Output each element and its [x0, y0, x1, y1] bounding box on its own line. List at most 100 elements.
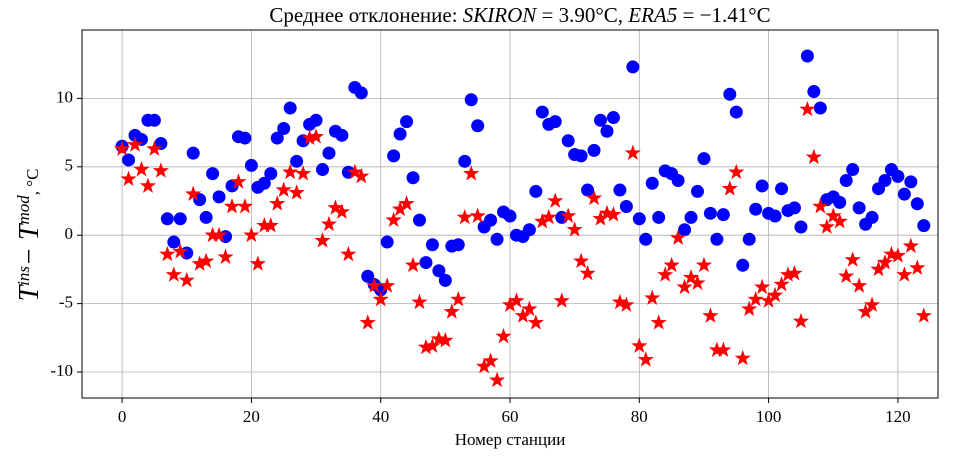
circle-point — [529, 184, 543, 198]
star-point — [566, 221, 583, 237]
y-axis-label: Tins− Tmod, °C — [14, 169, 46, 302]
star-point — [624, 144, 641, 160]
circle-point — [354, 86, 368, 100]
star-point — [204, 226, 221, 243]
circle-point — [322, 146, 336, 160]
circle-point — [671, 173, 685, 187]
star-point — [805, 148, 822, 165]
star-point — [876, 254, 894, 270]
circle-point — [335, 128, 349, 142]
circle-point — [833, 195, 847, 209]
star-point — [812, 197, 829, 214]
star-point — [676, 278, 693, 295]
x-tick-label: 60 — [502, 407, 519, 426]
star-point — [909, 259, 926, 275]
circle-point — [432, 264, 446, 278]
circle-point — [897, 187, 911, 201]
star-point — [786, 265, 803, 281]
circle-point — [813, 101, 827, 115]
star-point — [476, 358, 493, 374]
circle-point — [277, 121, 291, 135]
circle-point — [412, 213, 426, 227]
star-point — [741, 300, 758, 316]
star-point — [540, 208, 557, 225]
star-point — [695, 256, 713, 273]
circle-point — [167, 235, 181, 249]
star-point — [404, 256, 422, 273]
star-point — [773, 275, 790, 292]
star-point — [579, 265, 596, 281]
star-point — [191, 255, 208, 271]
circle-point — [147, 113, 161, 127]
circle-point — [548, 115, 562, 129]
star-point — [708, 341, 725, 357]
circle-point — [561, 134, 575, 148]
star-point — [146, 140, 163, 156]
star-point — [618, 296, 635, 312]
star-point — [896, 266, 913, 282]
circle-point — [574, 149, 588, 163]
circle-point — [619, 199, 633, 213]
star-point — [359, 314, 376, 330]
star-point — [508, 292, 525, 308]
circle-point — [716, 208, 730, 222]
star-point — [366, 277, 383, 293]
title-part: = 3.90°C, — [536, 3, 628, 27]
y-label-part: T — [14, 222, 45, 240]
star-point — [482, 352, 499, 368]
star-point — [547, 192, 564, 208]
star-point — [560, 207, 577, 223]
star-point — [249, 255, 266, 271]
star-point — [728, 163, 745, 180]
star-point — [689, 274, 706, 290]
circle-point — [600, 124, 614, 138]
circle-point — [749, 202, 763, 216]
star-point — [650, 314, 667, 330]
star-point — [825, 207, 842, 223]
chart-title: Среднее отклонение: SKIRON = 3.90°C, ERA… — [269, 3, 770, 27]
circle-point — [755, 179, 769, 193]
circle-point — [316, 163, 330, 177]
star-point — [301, 129, 318, 145]
x-tick-label: 40 — [372, 407, 389, 426]
circle-point — [160, 212, 174, 226]
circle-point — [787, 201, 801, 215]
circle-point — [684, 210, 698, 224]
star-point — [307, 128, 325, 144]
circle-point — [206, 167, 220, 181]
star-point — [851, 277, 868, 293]
circle-point — [852, 201, 866, 215]
circle-point — [264, 167, 278, 181]
y-label-part: T — [14, 283, 45, 301]
circle-point — [484, 213, 498, 227]
star-point — [857, 303, 874, 319]
y-label-part: mod — [14, 195, 33, 225]
star-point — [165, 266, 182, 282]
circle-point — [283, 101, 297, 115]
star-point — [327, 199, 344, 215]
star-point — [139, 177, 157, 193]
x-tick-label: 20 — [243, 407, 260, 426]
circle-point — [639, 232, 653, 246]
circle-point — [522, 223, 536, 237]
star-point — [521, 300, 538, 316]
star-point — [831, 213, 848, 229]
star-point — [411, 293, 428, 310]
circle-point — [775, 182, 789, 196]
circle-point — [471, 119, 485, 133]
circle-point — [186, 146, 200, 160]
x-tick-label: 120 — [885, 407, 911, 426]
circle-point — [729, 105, 743, 119]
circle-point — [173, 212, 187, 226]
star-point — [631, 337, 648, 353]
x-axis-label: Номер станции — [455, 430, 566, 449]
circle-point — [839, 173, 853, 187]
circle-point — [587, 143, 601, 157]
star-point — [424, 337, 441, 353]
circle-point — [652, 210, 666, 224]
circle-point — [400, 115, 414, 129]
circle-point — [917, 219, 931, 233]
star-point — [670, 229, 687, 245]
y-tick-label: -10 — [50, 361, 73, 380]
circle-point — [122, 153, 136, 167]
